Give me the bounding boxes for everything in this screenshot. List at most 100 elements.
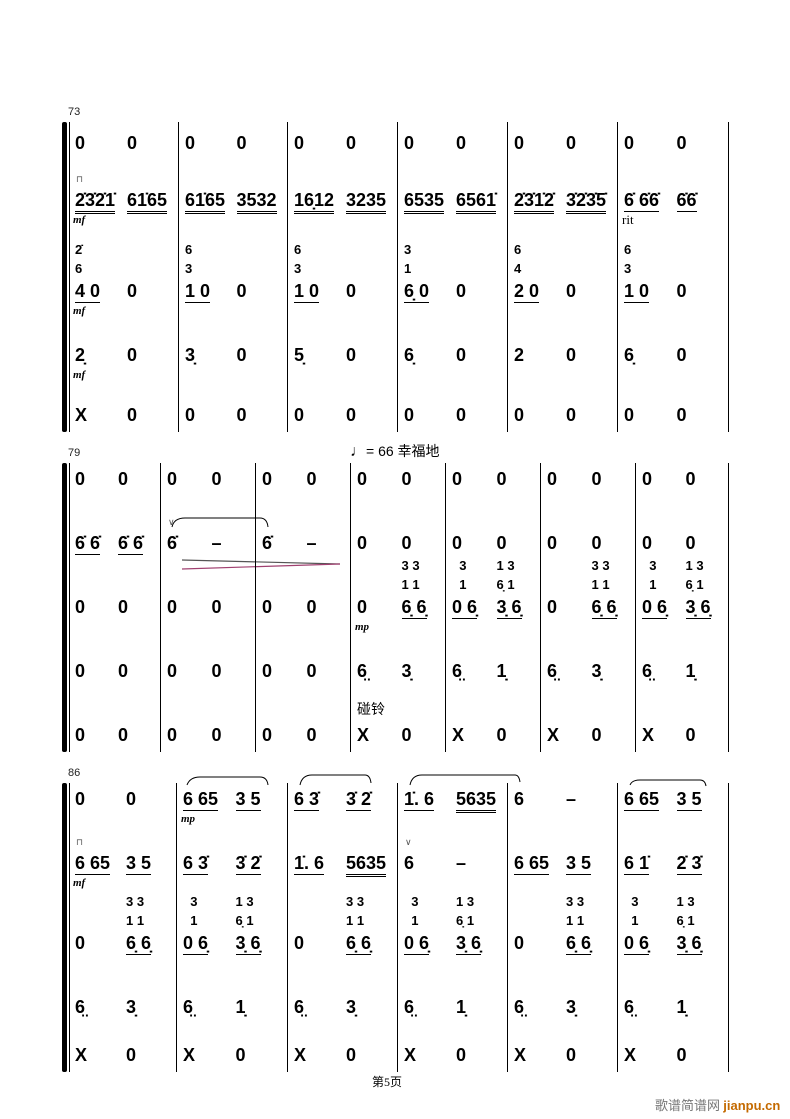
note-group: 0 mp — [355, 597, 369, 633]
barline — [507, 783, 508, 1072]
note-text: 0 — [676, 1045, 687, 1065]
note-text: 0 — [185, 133, 196, 153]
note-text: 0 — [456, 1045, 467, 1065]
note-text: 6̤ — [294, 997, 305, 1017]
barline — [728, 463, 729, 752]
note-text: 5̣ — [294, 345, 305, 365]
note-group: 0 — [402, 725, 412, 746]
note-text: 0 — [306, 597, 317, 617]
note-text: 0 — [456, 281, 467, 301]
system-line — [69, 783, 70, 1072]
note-group: 0 — [642, 533, 652, 554]
note-text: 0 — [346, 133, 357, 153]
note-text: 0 — [452, 469, 463, 489]
note-text: X — [642, 725, 655, 745]
note-group: 1̇. 6 — [294, 853, 325, 875]
note-text: 0 — [401, 533, 412, 553]
note-group: 0 — [566, 345, 576, 366]
note-text: 0 — [452, 533, 463, 553]
instrument-label: 碰铃 — [357, 701, 385, 717]
note-text: 0 — [306, 661, 317, 681]
chord-stack: 3 1 — [411, 894, 419, 928]
barline — [160, 463, 161, 752]
note-group: X — [642, 725, 654, 746]
note-text: 3̣ 6̣ — [676, 933, 702, 955]
note-text: 6̤ — [642, 661, 653, 681]
note-group: 0 — [402, 469, 412, 490]
note-text: 0 6̣ — [404, 933, 430, 955]
note-text: 1̣ — [685, 661, 696, 681]
note-group: 0 — [75, 469, 85, 490]
note-group: 0 — [294, 133, 304, 154]
note-group: X 碰铃 — [357, 701, 385, 746]
note-group: 0 — [624, 405, 634, 426]
note-group: X — [75, 405, 87, 426]
note-group: 0 — [624, 133, 634, 154]
chord-stack: 1 3 6̣ 1 — [676, 894, 695, 928]
note-text: 6̤ — [183, 997, 194, 1017]
note-group: 0 — [357, 533, 367, 554]
note-group: 61̇65 — [127, 190, 168, 214]
note-text: 3 5 — [126, 853, 152, 875]
slur — [299, 774, 372, 786]
note-group: – — [566, 789, 576, 810]
note-text: 0 — [75, 933, 86, 953]
note-group: 0 — [118, 469, 128, 490]
note-group: 0 — [167, 469, 177, 490]
note-group: 4 0 2̇ 6 mf — [73, 242, 101, 317]
chord-stack: 3 1 — [190, 894, 198, 928]
note-text: X — [183, 1045, 196, 1065]
note-text: 0 — [496, 533, 507, 553]
chord-stack: 6 4 — [514, 242, 522, 276]
note-group: X — [452, 725, 464, 746]
note-text: 1 0 — [185, 281, 211, 303]
note-text: 1 0 — [624, 281, 650, 303]
note-group: 2̇3̇1̇2̇ — [514, 190, 555, 214]
note-group: X — [514, 1045, 526, 1066]
note-group: 0 — [547, 597, 557, 618]
note-group: X — [404, 1045, 416, 1066]
note-text: 1̣ — [496, 661, 507, 681]
note-group: 0 — [547, 533, 557, 554]
tempo-text: = 66 幸福地 — [366, 443, 440, 459]
note-group: 6̣ 6̣ 3 3 1 1 — [566, 894, 592, 955]
note-group: 6̣ 6̣ 3 3 1 1 — [591, 558, 617, 619]
note-group: 3̣ — [185, 345, 195, 366]
chord-stack: 3 3 1 1 — [346, 894, 365, 928]
note-text: X — [547, 725, 560, 745]
note-group: 0 — [294, 405, 304, 426]
note-group: 0 — [677, 345, 687, 366]
note-text: 6̣ 6̣ — [401, 597, 427, 619]
page-number: 第5页 — [372, 1075, 403, 1089]
note-group: 61̇65 — [185, 190, 226, 214]
note-group: 0 — [686, 469, 696, 490]
note-text: X — [294, 1045, 307, 1065]
barline — [178, 122, 179, 432]
note-text: – — [306, 533, 317, 553]
barline — [287, 783, 288, 1072]
note-group: 5635 — [456, 789, 497, 813]
note-group: 6̤ — [547, 661, 557, 682]
note-text: 0 6̣ — [624, 933, 650, 955]
note-group: 1̣ — [677, 997, 687, 1018]
note-group: 6535 — [404, 190, 445, 214]
dynamic-marking: rit — [622, 212, 634, 227]
note-group: 0 — [307, 661, 317, 682]
note-text: 61̇65 — [185, 190, 226, 214]
note-group: 3235 — [346, 190, 387, 214]
note-group: 6 3̇ — [183, 853, 209, 875]
note-text: 3̣ — [591, 661, 602, 681]
note-group: 6̣ — [404, 345, 414, 366]
chord-stack: 3 1 — [459, 558, 467, 592]
note-group: 6̤ — [404, 997, 414, 1018]
note-group: 0 — [75, 725, 85, 746]
note-group: 0 — [262, 597, 272, 618]
note-group: 6 1̇ — [624, 853, 650, 875]
chord-stack: 3 3 1 1 — [591, 558, 610, 592]
note-group: 0 — [592, 533, 602, 554]
note-text: 6̤ — [547, 661, 558, 681]
note-text: 3̇ 2̇ — [235, 853, 261, 875]
note-text: 0 — [167, 661, 178, 681]
note-text: 0 — [456, 133, 467, 153]
barline — [635, 463, 636, 752]
